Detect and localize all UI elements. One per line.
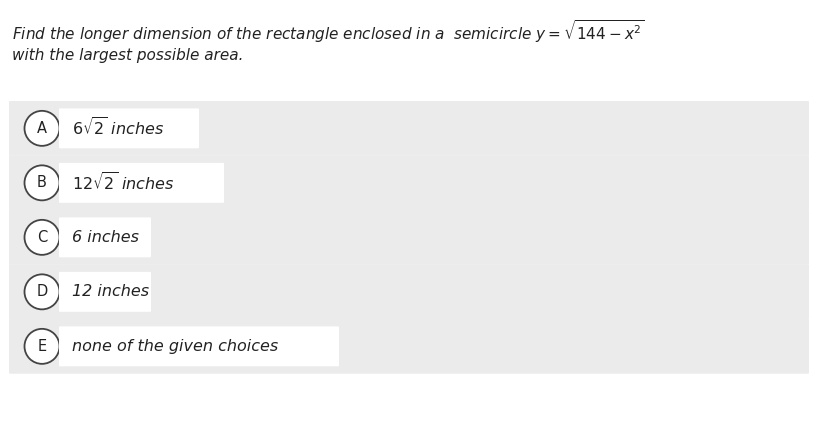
FancyBboxPatch shape: [9, 210, 809, 265]
Text: D: D: [36, 284, 47, 299]
Text: 6 inches: 6 inches: [72, 230, 139, 245]
FancyBboxPatch shape: [59, 272, 151, 312]
FancyBboxPatch shape: [9, 319, 809, 374]
Text: none of the given choices: none of the given choices: [72, 339, 278, 354]
Text: with the largest possible area.: with the largest possible area.: [12, 48, 244, 63]
FancyBboxPatch shape: [59, 108, 199, 148]
Text: $6\sqrt{2}$ inches: $6\sqrt{2}$ inches: [72, 117, 164, 139]
Ellipse shape: [25, 329, 60, 364]
FancyBboxPatch shape: [9, 101, 809, 155]
Text: B: B: [37, 175, 47, 191]
FancyBboxPatch shape: [59, 217, 151, 257]
Ellipse shape: [25, 111, 60, 146]
FancyBboxPatch shape: [9, 155, 809, 210]
Text: 12 inches: 12 inches: [72, 284, 149, 299]
FancyBboxPatch shape: [59, 326, 339, 366]
Text: $12\sqrt{2}$ inches: $12\sqrt{2}$ inches: [72, 172, 174, 194]
FancyBboxPatch shape: [59, 163, 224, 203]
Ellipse shape: [25, 166, 60, 200]
Ellipse shape: [25, 274, 60, 309]
Text: E: E: [38, 339, 47, 354]
FancyBboxPatch shape: [9, 265, 809, 319]
Text: A: A: [37, 121, 47, 136]
Ellipse shape: [25, 220, 60, 255]
Text: Find the longer dimension of the rectangle enclosed in a  semicircle $y=\sqrt{14: Find the longer dimension of the rectang…: [12, 18, 645, 45]
Text: C: C: [37, 230, 47, 245]
